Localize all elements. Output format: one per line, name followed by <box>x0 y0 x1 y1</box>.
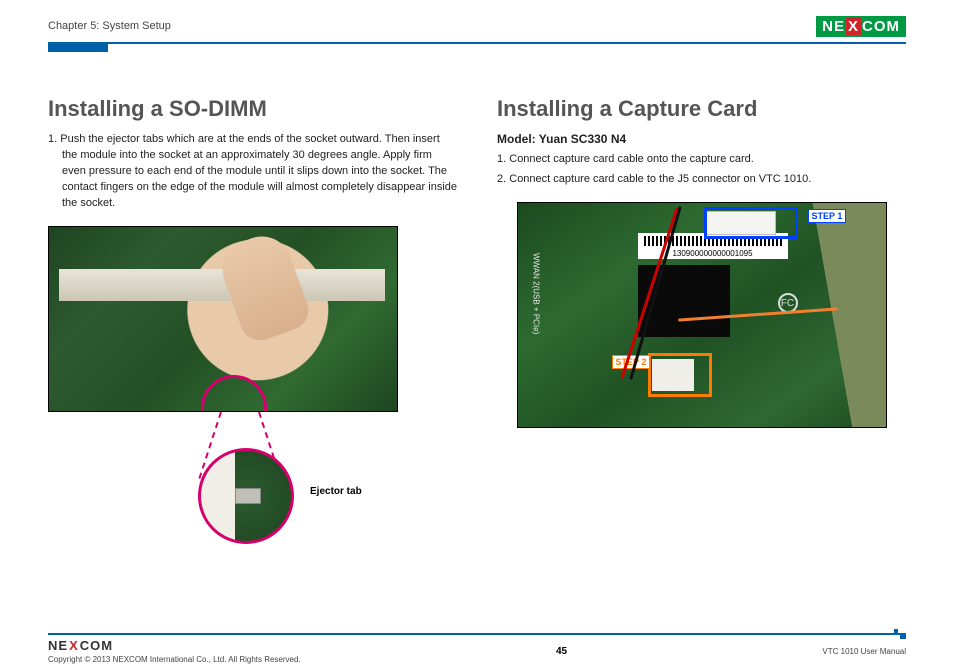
heading-capture-card: Installing a Capture Card <box>497 96 906 122</box>
figure-sodimm <box>48 226 398 412</box>
connector-silk-label: WWAN 2(USB + PCIe) <box>532 253 541 334</box>
footer-left: NEXCOM Copyright © 2013 NEXCOM Internati… <box>48 638 301 664</box>
footer-logo: NEXCOM <box>48 638 301 653</box>
brand-x: X <box>846 18 861 35</box>
step-number: 2. <box>497 173 506 185</box>
step1-badge: STEP 1 <box>808 209 847 223</box>
capture-step-1: 1. Connect capture card cable onto the c… <box>497 152 906 168</box>
step-text: Push the ejector tabs which are at the e… <box>60 133 457 209</box>
capture-step-2: 2. Connect capture card cable to the J5 … <box>497 172 906 188</box>
step-text: Connect capture card cable to the J5 con… <box>509 173 811 185</box>
cable-bundle <box>588 203 788 403</box>
brand-post: COM <box>862 18 900 35</box>
content-area: Installing a SO-DIMM 1. Push the ejector… <box>48 96 906 624</box>
page-number: 45 <box>556 646 567 657</box>
step-number: 1. <box>497 153 506 165</box>
brand-pre: NE <box>48 638 68 653</box>
brand-post: COM <box>80 638 113 653</box>
sodimm-step-1: 1. Push the ejector tabs which are at th… <box>48 132 457 212</box>
brand-pre: NE <box>822 18 845 35</box>
footer-rule <box>48 633 906 635</box>
step-text: Connect capture card cable onto the capt… <box>509 153 754 165</box>
sodimm-steps: 1. Push the ejector tabs which are at th… <box>48 132 457 212</box>
ejector-tab-label: Ejector tab <box>310 486 362 497</box>
detail-magnifier <box>198 448 294 544</box>
heading-sodimm: Installing a SO-DIMM <box>48 96 457 122</box>
header-rule <box>48 42 906 44</box>
wire-black <box>629 206 681 380</box>
left-column: Installing a SO-DIMM 1. Push the ejector… <box>48 96 457 624</box>
right-column: Installing a Capture Card Model: Yuan SC… <box>497 96 906 624</box>
footer-row: NEXCOM Copyright © 2013 NEXCOM Internati… <box>48 638 906 664</box>
manual-title: VTC 1010 User Manual <box>822 647 906 656</box>
capture-steps: 1. Connect capture card cable onto the c… <box>497 152 906 188</box>
header-tab <box>48 44 108 52</box>
wire-red <box>620 207 678 379</box>
model-label: Model: Yuan SC330 N4 <box>497 132 906 146</box>
brand-logo: NEXCOM <box>816 16 906 37</box>
figure-capture-card: WWAN 2(USB + PCIe) FC STEP 1 STEP 2 <box>517 202 887 428</box>
page-header: Chapter 5: System Setup NEXCOM <box>0 0 954 44</box>
step-number: 1. <box>48 133 57 145</box>
page-footer: NEXCOM Copyright © 2013 NEXCOM Internati… <box>48 633 906 664</box>
chapter-title: Chapter 5: System Setup <box>48 20 171 32</box>
brand-x: X <box>68 638 80 653</box>
detail-callout: Ejector tab <box>48 412 398 562</box>
copyright-text: Copyright © 2013 NEXCOM International Co… <box>48 655 301 664</box>
